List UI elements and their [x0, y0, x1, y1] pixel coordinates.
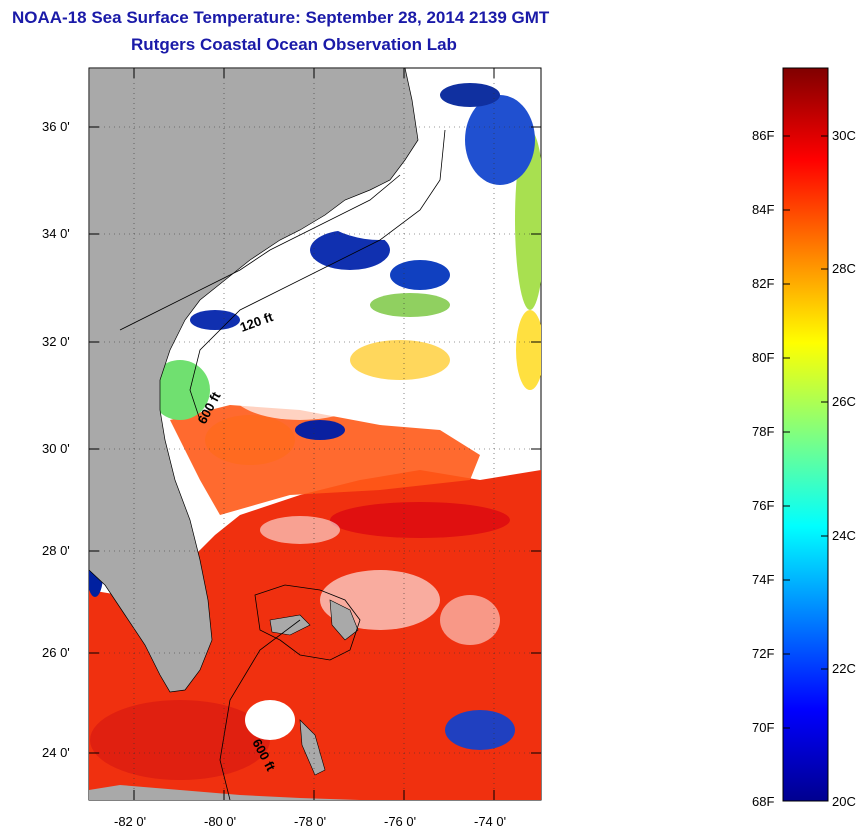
- lat-label: 36 0': [42, 119, 70, 134]
- cold-patch: [190, 310, 240, 330]
- cold-patch: [390, 260, 450, 290]
- colorbar-c-label: 28C: [832, 261, 856, 276]
- lon-label: -82 0': [114, 814, 147, 829]
- lat-label: 28 0': [42, 543, 70, 558]
- frame-ticks: [89, 68, 541, 800]
- colorbar-c-label: 20C: [832, 794, 856, 809]
- colorbar-f-label: 84F: [752, 202, 775, 217]
- colorbar-c-label: 30C: [832, 128, 856, 143]
- lat-label: 32 0': [42, 334, 70, 349]
- map-title: NOAA-18 Sea Surface Temperature: Septemb…: [12, 8, 550, 27]
- cloud-patch: [260, 516, 340, 544]
- map-subtitle: Rutgers Coastal Ocean Observation Lab: [131, 35, 457, 54]
- colorbar-f-label: 82F: [752, 276, 775, 291]
- lat-label: 34 0': [42, 226, 70, 241]
- land-cuba: [89, 785, 360, 800]
- lon-label: -78 0': [294, 814, 327, 829]
- lat-label: 30 0': [42, 441, 70, 456]
- mid-temp-patch: [370, 293, 450, 317]
- lon-label: -76 0': [384, 814, 417, 829]
- colorbar-c-label: 22C: [832, 661, 856, 676]
- land-us: [89, 68, 419, 693]
- colorbar-f-label: 78F: [752, 424, 775, 439]
- colorbar-f-label: 76F: [752, 498, 775, 513]
- isobath-600ft: [189, 129, 446, 421]
- cold-patch: [440, 83, 500, 107]
- mid-temp-patch: [516, 310, 541, 390]
- lat-label: 26 0': [42, 645, 70, 660]
- isobath-600ft-south: [219, 619, 301, 800]
- colorbar-f-label: 80F: [752, 350, 775, 365]
- colorbar-c-label: 24C: [832, 528, 856, 543]
- colorbar-f-label: 86F: [752, 128, 775, 143]
- graticule: [89, 68, 541, 800]
- colorbar-f-label: 72F: [752, 646, 775, 661]
- cold-patch: [445, 710, 515, 750]
- warm-patch: [330, 502, 510, 538]
- warm-patch: [90, 700, 270, 780]
- cloud-patch: [440, 595, 500, 645]
- isobath-120ft: [119, 174, 401, 331]
- colorbar-f-label: 70F: [752, 720, 775, 735]
- isobath-bank: [254, 584, 361, 661]
- land-bahamas: [299, 719, 326, 776]
- cloud-patch: [230, 360, 370, 420]
- lon-label: -80 0': [204, 814, 237, 829]
- lat-label: 24 0': [42, 745, 70, 760]
- colorbar: [782, 67, 829, 802]
- land-bahamas: [329, 599, 359, 641]
- colorbar-f-label: 74F: [752, 572, 775, 587]
- warm-patch: [205, 415, 295, 465]
- lon-label: -74 0': [474, 814, 507, 829]
- colorbar-ticks: [783, 135, 828, 729]
- cold-patch: [310, 230, 390, 270]
- cold-patch: [465, 95, 535, 185]
- colorbar-f-label: 68F: [752, 794, 775, 809]
- mid-temp-patch: [350, 340, 450, 380]
- cold-patch: [295, 420, 345, 440]
- cloud-patch: [245, 700, 295, 740]
- colorbar-c-label: 26C: [832, 394, 856, 409]
